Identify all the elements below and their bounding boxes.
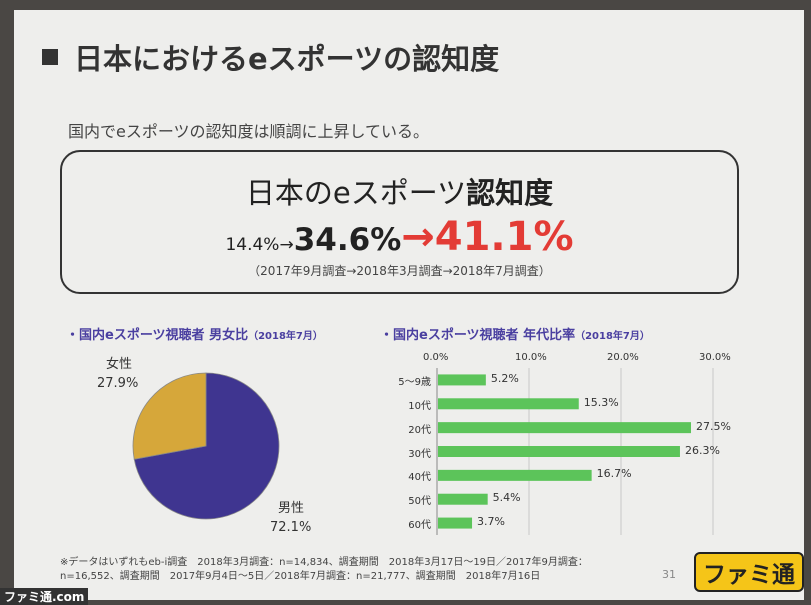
category-label: 20代 xyxy=(408,424,431,436)
famitsu-logo: ファミ通 xyxy=(694,552,804,592)
x-tick-label: 20.0% xyxy=(607,352,639,363)
bar-1 xyxy=(438,398,579,410)
pie-slice-female xyxy=(132,372,207,460)
category-label: 40代 xyxy=(408,472,431,484)
bar-value-label: 5.4% xyxy=(492,491,521,505)
slide-subtitle: 国内でeスポーツの認知度は順調に上昇している。 xyxy=(68,122,430,141)
bar-value-label: 3.7% xyxy=(477,515,505,529)
gender-section-title-note: （2018年7月） xyxy=(248,331,323,342)
pie-slice-male xyxy=(133,372,280,520)
page-number: 31 xyxy=(662,568,676,581)
bar-6 xyxy=(438,517,473,529)
awareness-heading-normal: 日本のeスポーツ xyxy=(245,176,467,210)
age-section-title-text: ・国内eスポーツ視聴者 年代比率 xyxy=(380,328,576,343)
age-section-title: ・国内eスポーツ視聴者 年代比率（2018年7月） xyxy=(380,324,650,343)
awareness-heading-bold: 認知度 xyxy=(466,176,554,210)
pie-label-female-name: 女性 xyxy=(106,357,133,372)
bar-value-label: 16.7% xyxy=(596,467,632,481)
slide-title: 日本におけるeスポーツの認知度 xyxy=(42,36,499,78)
awareness-heading: 日本のeスポーツ認知度 xyxy=(62,170,737,212)
category-label: 30代 xyxy=(408,448,431,460)
category-label: 50代 xyxy=(408,496,431,508)
bar-5 xyxy=(438,493,488,505)
slide-title-text: 日本におけるeスポーツの認知度 xyxy=(74,42,500,76)
category-label: 5〜9歳 xyxy=(398,376,431,388)
pie-label-female-value: 27.9% xyxy=(97,376,139,391)
awareness-box: 日本のeスポーツ認知度 14.4%→34.6%→41.1% （2017年9月調査… xyxy=(60,150,739,294)
bar-value-label: 15.3% xyxy=(583,395,619,409)
x-tick-label: 0.0% xyxy=(423,352,449,363)
bar-2 xyxy=(438,422,691,434)
bar-value-label: 26.3% xyxy=(684,443,720,457)
age-section-title-note: （2018年7月） xyxy=(575,331,650,342)
pie-label-male-name: 男性 xyxy=(278,501,305,516)
category-label: 10代 xyxy=(408,400,431,412)
pie-label-male-value: 72.1% xyxy=(270,520,312,535)
slide xyxy=(14,10,804,600)
gender-section-title-text: ・国内eスポーツ視聴者 男女比 xyxy=(66,328,249,343)
gender-section-title: ・国内eスポーツ視聴者 男女比（2018年7月） xyxy=(66,324,323,343)
awareness-values: 14.4%→34.6%→41.1% xyxy=(62,214,737,260)
bar-4 xyxy=(438,469,592,481)
bar-value-label: 27.5% xyxy=(696,419,731,433)
x-tick-label: 30.0% xyxy=(699,352,731,363)
awareness-value-2018-03: 34.6% xyxy=(293,222,402,258)
footnote-line1: ※データはいずれもeb-i調査 2018年3月調査：n=14,834、調査期間 … xyxy=(60,557,588,568)
awareness-value-2018-07: →41.1% xyxy=(401,214,574,260)
bar-value-label: 5.2% xyxy=(490,371,519,385)
footnote-line2: n=16,552、調査期間 2017年9月4日〜5日／2018年7月調査：n=2… xyxy=(60,571,541,582)
category-label: 60代 xyxy=(408,520,431,532)
bar-0 xyxy=(438,374,486,386)
watermark: ファミ通.com xyxy=(0,588,89,605)
awareness-value-2017: 14.4%→ xyxy=(225,235,294,255)
bullet-square-icon xyxy=(42,49,58,65)
bar-3 xyxy=(438,446,680,457)
x-tick-label: 10.0% xyxy=(515,352,547,363)
awareness-note: （2017年9月調査→2018年3月調査→2018年7月調査） xyxy=(248,264,551,278)
footnote: ※データはいずれもeb-i調査 2018年3月調査：n=14,834、調査期間 … xyxy=(60,556,588,584)
